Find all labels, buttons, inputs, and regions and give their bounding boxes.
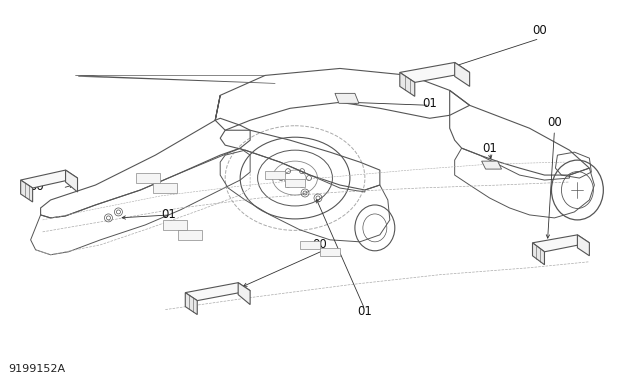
Polygon shape — [533, 243, 544, 265]
Polygon shape — [400, 63, 469, 82]
Text: 01: 01 — [482, 142, 497, 155]
Text: 00: 00 — [29, 179, 44, 193]
Polygon shape — [163, 220, 187, 230]
Polygon shape — [400, 73, 415, 96]
Polygon shape — [335, 93, 359, 103]
Text: 01: 01 — [161, 208, 175, 222]
Polygon shape — [179, 230, 202, 240]
Text: 00: 00 — [547, 116, 562, 129]
Polygon shape — [153, 183, 177, 193]
Text: 00: 00 — [312, 238, 327, 251]
Text: 01: 01 — [422, 97, 437, 110]
Polygon shape — [577, 235, 590, 256]
Polygon shape — [20, 180, 33, 202]
Polygon shape — [20, 170, 78, 188]
Polygon shape — [265, 171, 285, 179]
Polygon shape — [238, 283, 250, 305]
Polygon shape — [533, 235, 590, 252]
Polygon shape — [185, 293, 197, 315]
Polygon shape — [320, 248, 340, 256]
Text: 00: 00 — [532, 24, 547, 37]
Polygon shape — [454, 63, 469, 86]
Polygon shape — [285, 179, 305, 187]
Polygon shape — [66, 170, 78, 192]
Polygon shape — [185, 283, 250, 301]
Polygon shape — [136, 173, 161, 183]
Text: 01: 01 — [358, 305, 373, 318]
Polygon shape — [482, 161, 502, 169]
Polygon shape — [300, 241, 320, 249]
Text: 9199152A: 9199152A — [9, 364, 66, 374]
